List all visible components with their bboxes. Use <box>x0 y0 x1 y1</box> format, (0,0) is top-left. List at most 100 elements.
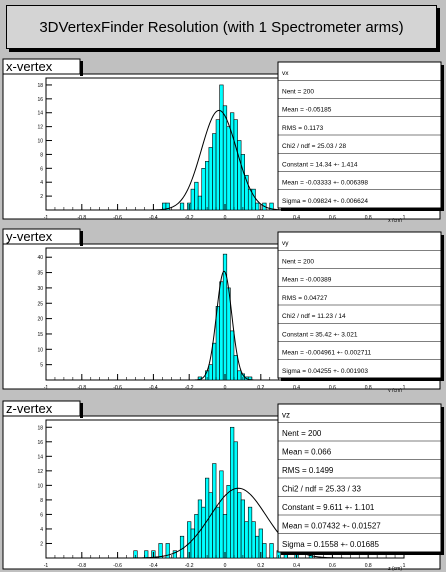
y-vertex-histogram: -1 -0.8 -0.6 -0.4 -0.2 0 0.2 0.4 0.6 0.8 1y (cm) 5 1… <box>2 228 444 392</box>
x-tick-label: 0.2 <box>257 563 264 569</box>
stats-line: Nent = 200 <box>282 429 322 438</box>
x-tick-label: 0.4 <box>293 215 300 221</box>
x-vertex-panel: -1 -0.8 -0.6 -0.4 -0.2 0 0.2 0.4 0.6 0.8 1 x (cm) 2 4… <box>0 58 446 222</box>
histogram-bar <box>226 485 231 559</box>
pad-label-box: y-vertex <box>2 228 83 246</box>
histogram-bar <box>215 119 220 211</box>
stats-line: Mean = -0.00389 <box>282 277 332 284</box>
stats-line: Mean = -0.05185 <box>282 107 332 114</box>
stats-line: Mean = 0.066 <box>282 447 332 456</box>
x-tick-label: -1 <box>44 563 49 569</box>
x-tick-label: 1 <box>403 215 406 221</box>
histogram-bar <box>233 119 238 211</box>
pad-label: y-vertex <box>6 229 53 244</box>
x-axis-title: z (cm) <box>388 566 402 572</box>
histogram-bar <box>219 84 224 211</box>
x-tick-label: -0.6 <box>113 215 122 221</box>
histogram-bar <box>205 161 210 211</box>
stats-line: RMS = 0.04727 <box>282 295 328 302</box>
y-tick-label: 16 <box>37 97 43 103</box>
x-tick-label: 0.6 <box>329 385 336 391</box>
histogram-bar <box>226 126 231 211</box>
stats-line: RMS = 0.1499 <box>282 466 334 475</box>
y-tick-label: 10 <box>37 139 43 145</box>
z-vertex-histogram: -1 -0.8 -0.6 -0.4 -0.2 0 0.2 0.4 0.6 0.8 1z (cm) 2 4… <box>2 400 444 572</box>
histogram-bar <box>215 506 220 559</box>
y-tick-label: 30 <box>37 286 43 292</box>
histogram-bar <box>172 550 177 559</box>
histogram-bar <box>269 202 274 211</box>
x-tick-label: -1 <box>44 385 49 391</box>
x-tick-label: 0.8 <box>365 215 372 221</box>
x-tick-label: -0.8 <box>77 215 86 221</box>
y-tick-label: 4 <box>40 527 43 533</box>
y-tick-label: 14 <box>37 111 43 117</box>
pad-label-shadow <box>80 61 83 76</box>
stats-line: Constant = 14.34 +- 1.414 <box>282 161 358 168</box>
x-tick-label: 1 <box>403 563 406 569</box>
stats-line: Constant = 9.611 +- 1.101 <box>282 503 375 512</box>
histogram-bar <box>255 535 260 559</box>
y-tick-label: 16 <box>37 440 43 446</box>
histogram-bar <box>194 181 199 211</box>
histogram-bar <box>197 195 203 211</box>
histogram-bar <box>240 154 245 211</box>
x-tick-label: 0.6 <box>329 563 336 569</box>
pad-label-shadow <box>80 403 83 418</box>
gaussian-fit-curve <box>126 487 350 559</box>
y-tick-label: 5 <box>40 363 43 369</box>
y-tick-label: 10 <box>37 347 43 353</box>
x-tick-label: 0.2 <box>257 215 264 221</box>
stats-line: Sigma = 0.1558 +- 0.01685 <box>282 540 380 549</box>
x-tick-label: -0.6 <box>113 385 122 391</box>
y-tick-label: 25 <box>37 301 43 307</box>
y-tick-label: 40 <box>37 255 43 261</box>
histogram-bar <box>212 133 217 211</box>
stats-line: Chi2 / ndf = 11.23 / 14 <box>282 313 346 320</box>
x-tick-label: 0.8 <box>365 385 372 391</box>
histogram-bar <box>208 147 213 211</box>
histogram-bar <box>212 342 217 381</box>
y-tick-label: 12 <box>37 469 43 475</box>
x-tick-label: 0.4 <box>293 385 300 391</box>
histogram-bar <box>230 426 235 559</box>
stats-box: vz Nent = 200 Mean = 0.066 RMS = 0.1499 Chi2… <box>277 403 444 555</box>
histogram-bar <box>233 355 238 381</box>
histogram-bar <box>233 441 238 559</box>
histogram-bar <box>222 105 228 211</box>
x-axis-title: x (cm) <box>388 218 402 222</box>
y-tick-label: 12 <box>37 125 43 131</box>
stats-line: Nent = 200 <box>282 258 314 265</box>
stats-name: vy <box>282 240 289 247</box>
y-tick-label: 15 <box>37 332 43 338</box>
histogram-bar <box>237 370 242 381</box>
y-tick-label: 8 <box>40 498 43 504</box>
stats-box: vy Nent = 200 Mean = -0.00389 RMS = 0.04727… <box>277 231 444 381</box>
x-tick-label: -0.8 <box>77 563 86 569</box>
stats-line: Sigma = 0.09824 +- 0.006624 <box>282 198 368 205</box>
histogram-bar <box>219 470 224 559</box>
histogram-bar <box>262 543 267 559</box>
histogram-bar <box>237 140 242 211</box>
histogram-bar <box>251 188 256 211</box>
page-title: 3DVertexFinder Resolution (with 1 Spectr… <box>6 5 437 49</box>
x-tick-label: -0.4 <box>149 215 158 221</box>
x-tick-label: 1 <box>403 385 406 391</box>
pad-label-box: x-vertex <box>2 58 83 76</box>
y-vertex-panel: -1 -0.8 -0.6 -0.4 -0.2 0 0.2 0.4 0.6 0.8 1 y (cm) 5 1… <box>0 228 446 392</box>
histogram-bar <box>240 499 245 559</box>
histogram-bar <box>244 521 249 559</box>
histogram-bar <box>158 543 163 559</box>
y-tick-label: 20 <box>37 317 43 323</box>
stats-name: vz <box>282 410 290 419</box>
z-vertex-panel: -1 -0.8 -0.6 -0.4 -0.2 0 0.2 0.4 0.6 0.8 1 z (cm) 2 4… <box>0 400 446 572</box>
x-tick-label: -0.4 <box>149 563 158 569</box>
histogram-bar <box>201 168 206 211</box>
x-tick-label: -1 <box>44 215 49 221</box>
histogram-bar <box>237 492 242 559</box>
stats-line: Mean = -0.03333 +- 0.006398 <box>282 180 368 187</box>
histogram-bar <box>247 506 253 559</box>
pad-label-shadow <box>80 231 83 246</box>
x-tick-label: -0.4 <box>149 385 158 391</box>
pad-label: z-vertex <box>6 401 53 416</box>
